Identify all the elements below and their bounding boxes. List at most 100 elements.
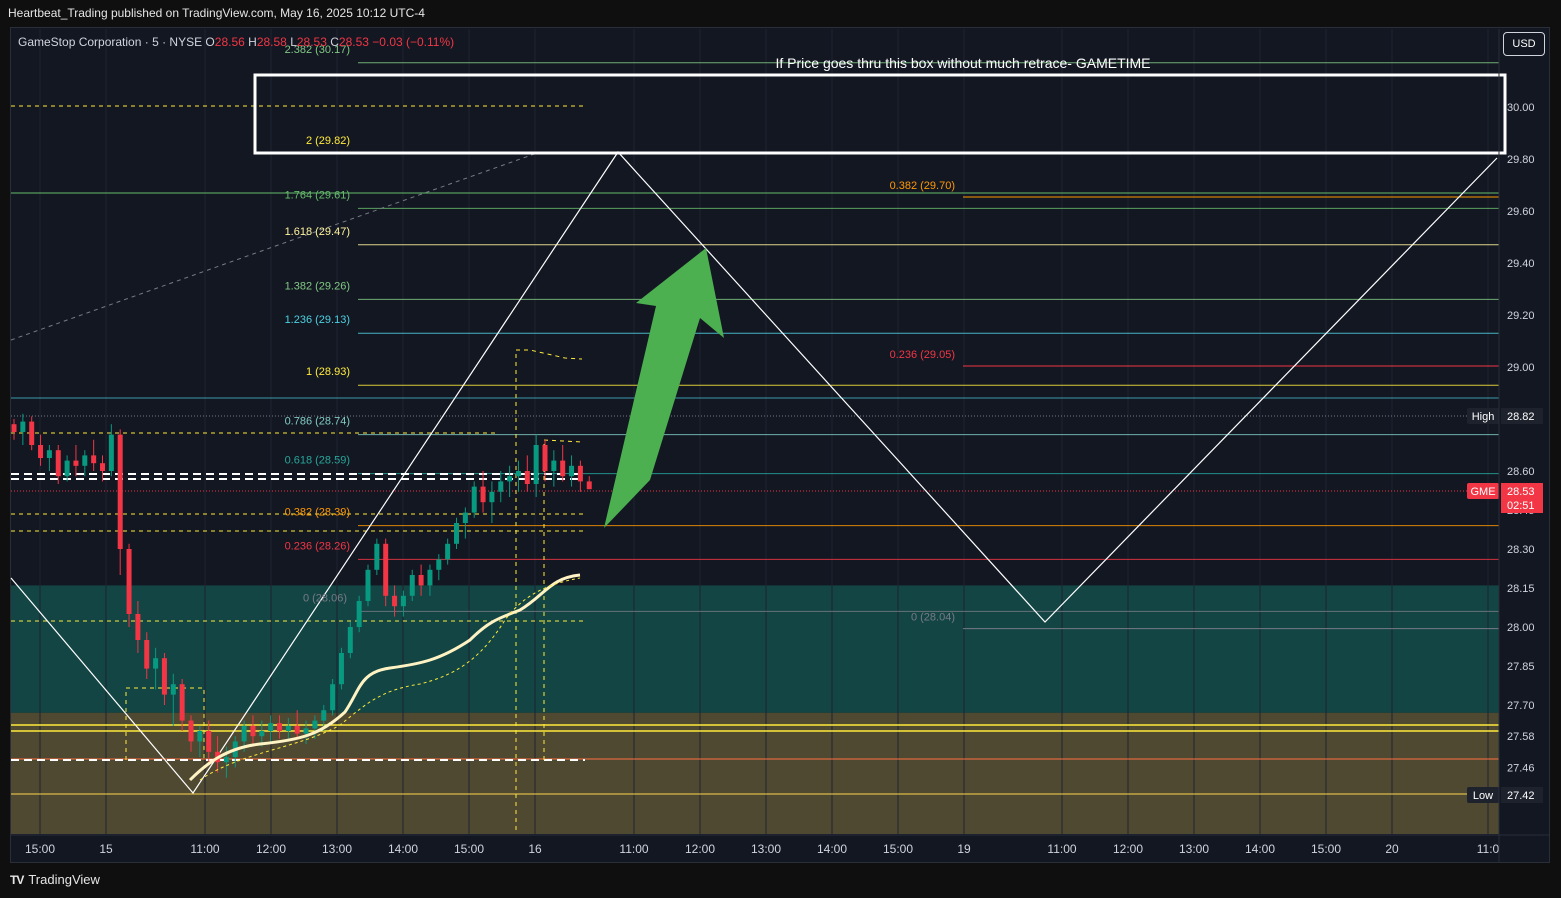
x-tick-18: 15:00 <box>1311 842 1341 856</box>
candle-body-12 <box>117 434 123 549</box>
candle-body-22 <box>206 731 212 752</box>
trend-dashed-line <box>10 151 541 341</box>
candle-body-10 <box>100 463 105 471</box>
change-value: −0.03 (−0.11%) <box>372 35 455 49</box>
y-tick-11: 27.85 <box>1507 661 1535 673</box>
footer-brand: TV TradingView <box>10 872 100 887</box>
fib-level-label-9: 0.382 (28.39) <box>285 507 350 519</box>
currency-button[interactable]: USD <box>1503 32 1545 56</box>
low-tag-label: Low <box>1473 790 1493 802</box>
candle-body-37 <box>338 653 344 685</box>
x-tick-13: 19 <box>957 842 971 856</box>
candle-body-24 <box>223 757 229 763</box>
fib-level-label-2: 1.764 (29.61) <box>285 189 350 201</box>
candle-body-52 <box>471 486 477 513</box>
publish-info: Heartbeat_Trading published on TradingVi… <box>8 6 425 20</box>
yellow-dashed-bracket-1 <box>515 349 583 830</box>
candle-body-32 <box>294 725 300 734</box>
candle-body-56 <box>507 476 513 482</box>
x-tick-0: 15:00 <box>25 842 55 856</box>
low-label: L <box>290 35 297 49</box>
zones-layer <box>11 585 1499 834</box>
candle-body-5 <box>55 450 61 477</box>
up-arrow-icon <box>604 248 724 528</box>
candle-body-3 <box>38 445 44 458</box>
y-tick-2: 29.60 <box>1507 206 1535 218</box>
x-tick-12: 15:00 <box>883 842 913 856</box>
open-label: O <box>205 35 215 49</box>
candle-body-6 <box>64 460 70 477</box>
candle-body-26 <box>241 725 247 742</box>
close-value: 28.53 <box>338 35 369 49</box>
vwap-band <box>199 577 581 781</box>
fib-level-label-1: 2 (29.82) <box>306 135 350 147</box>
candle-body-53 <box>480 486 486 503</box>
y-tick-3: 29.40 <box>1507 258 1535 270</box>
candle-body-7 <box>73 460 79 466</box>
candle-body-28 <box>259 731 265 737</box>
x-tick-9: 12:00 <box>685 842 715 856</box>
x-tick-20: 11:0 <box>1477 842 1500 856</box>
horizontal-lines-layer <box>11 62 1499 795</box>
candle-body-51 <box>462 512 468 523</box>
candle-body-9 <box>91 455 97 464</box>
candle-body-30 <box>277 723 282 731</box>
x-tick-19: 20 <box>1385 842 1399 856</box>
fib-level-label-7: 0.786 (28.74) <box>285 416 350 428</box>
candle-body-14 <box>135 614 141 640</box>
y-tick-8: 28.30 <box>1507 544 1535 556</box>
candle-body-59 <box>533 445 539 484</box>
low-value: 27.42 <box>1507 790 1535 802</box>
axis-layer: 30.0029.8029.6029.4029.2029.0028.6028.45… <box>11 29 1549 862</box>
candle-body-20 <box>188 720 194 742</box>
current-price-tag <box>1501 483 1543 513</box>
target-box <box>253 73 1507 155</box>
candle-body-2 <box>29 421 35 445</box>
high-value: 28.82 <box>1507 411 1535 423</box>
candle-body-58 <box>524 471 530 484</box>
candle-body-41 <box>374 543 380 570</box>
fib-level-label-0: 2.382 (30.17) <box>285 44 350 56</box>
brand-name: TradingView <box>28 872 100 887</box>
y-tick-4: 29.20 <box>1507 310 1535 322</box>
candle-body-4 <box>46 450 52 458</box>
high-value: 28.58 <box>256 35 287 49</box>
x-tick-5: 14:00 <box>388 842 418 856</box>
annotation-text: If Price goes thru this box without much… <box>775 55 1150 71</box>
candle-body-8 <box>82 455 88 466</box>
candle-body-29 <box>268 723 274 731</box>
candle-body-49 <box>445 543 451 560</box>
candle-body-35 <box>321 710 327 721</box>
yellow-dashed-bracket-2 <box>543 439 583 760</box>
x-tick-1: 15 <box>99 842 113 856</box>
bar-countdown: 02:51 <box>1507 500 1535 512</box>
x-tick-16: 13:00 <box>1179 842 1209 856</box>
candle-body-46 <box>418 575 424 586</box>
symbol-legend: GameStop Corporation · 5 · NYSE O28.56 H… <box>18 35 454 49</box>
x-tick-3: 12:00 <box>256 842 286 856</box>
candle-body-33 <box>303 728 309 734</box>
candle-body-63 <box>569 465 575 477</box>
labels-layer: 2.382 (30.17) 2 (29.82) 1.764 (29.61) 1.618… <box>285 44 1151 624</box>
fib-level-label-11: 0 (28.06) <box>303 592 347 604</box>
candle-body-60 <box>542 445 548 471</box>
yellow-dashed-box <box>125 687 205 760</box>
fib-level-label-10: 0.236 (28.26) <box>285 540 350 552</box>
candle-body-42 <box>383 543 389 596</box>
fib-level-label-6: 1 (28.93) <box>306 366 350 378</box>
high-tag <box>1467 408 1499 424</box>
candle-body-38 <box>347 627 353 653</box>
candle-body-1 <box>20 421 26 432</box>
candle-body-40 <box>365 569 371 601</box>
x-tick-10: 13:00 <box>751 842 781 856</box>
candle-body-61 <box>551 460 557 471</box>
low-value-tag <box>1501 787 1543 803</box>
candle-body-27 <box>250 725 256 737</box>
candle-body-50 <box>454 523 459 544</box>
open-value: 28.56 <box>214 35 245 49</box>
candle-body-65 <box>586 481 592 490</box>
x-tick-4: 13:00 <box>322 842 352 856</box>
high-tag-label: High <box>1472 411 1495 423</box>
x-tick-8: 11:00 <box>619 842 648 856</box>
